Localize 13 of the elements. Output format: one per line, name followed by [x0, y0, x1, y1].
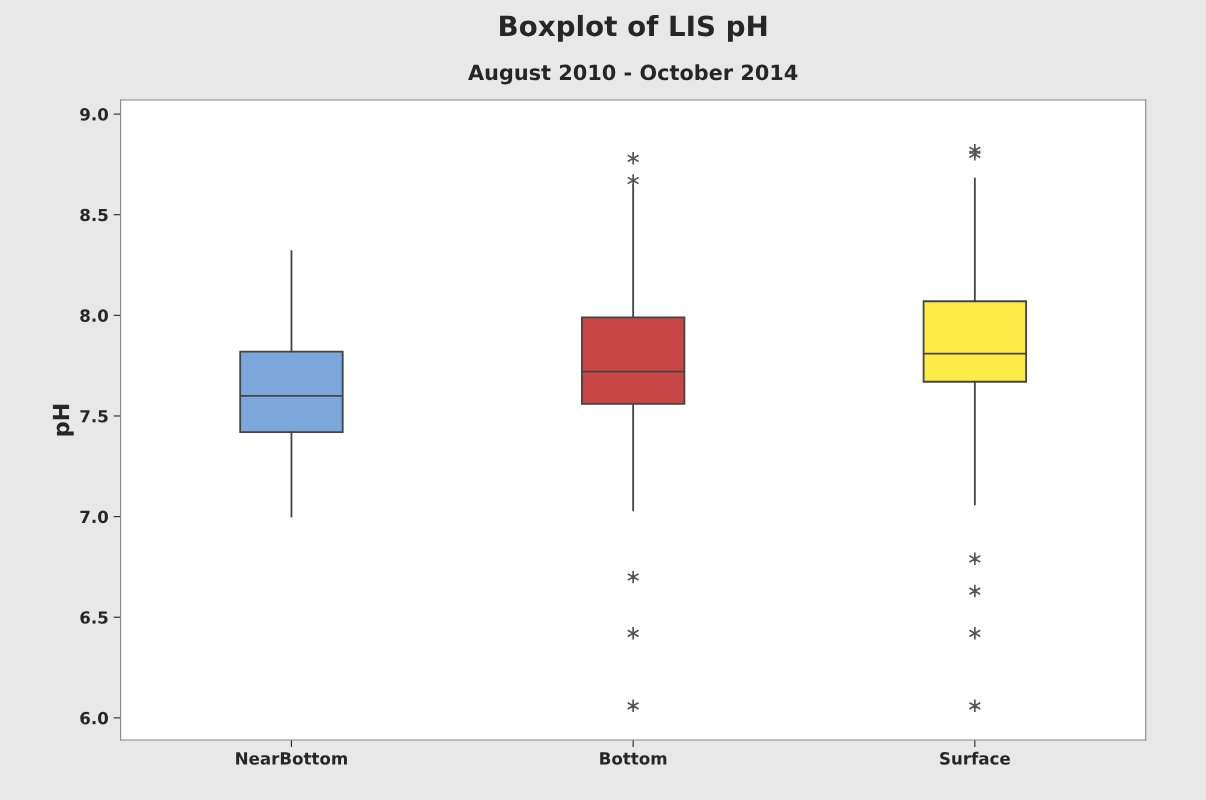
- x-tick-label: Bottom: [600, 752, 667, 765]
- y-axis-title: pH: [52, 404, 74, 436]
- y-tick-label: 8.0: [80, 309, 108, 322]
- y-tick-label: 8.5: [80, 208, 108, 222]
- y-tick-label: 7.5: [80, 410, 108, 423]
- y-tick-label: 7.0: [80, 510, 108, 524]
- y-tick-label: 6.0: [80, 711, 108, 725]
- chart-subtitle: August 2010 - October 2014: [468, 64, 798, 85]
- chart-title: Boxplot of LIS pH: [500, 14, 767, 42]
- x-tick-label: Surface: [940, 751, 1010, 765]
- y-tick-label: 6.5: [80, 611, 108, 624]
- y-tick-label: 9.0: [80, 108, 108, 121]
- x-tick-label: NearBottom: [236, 752, 347, 765]
